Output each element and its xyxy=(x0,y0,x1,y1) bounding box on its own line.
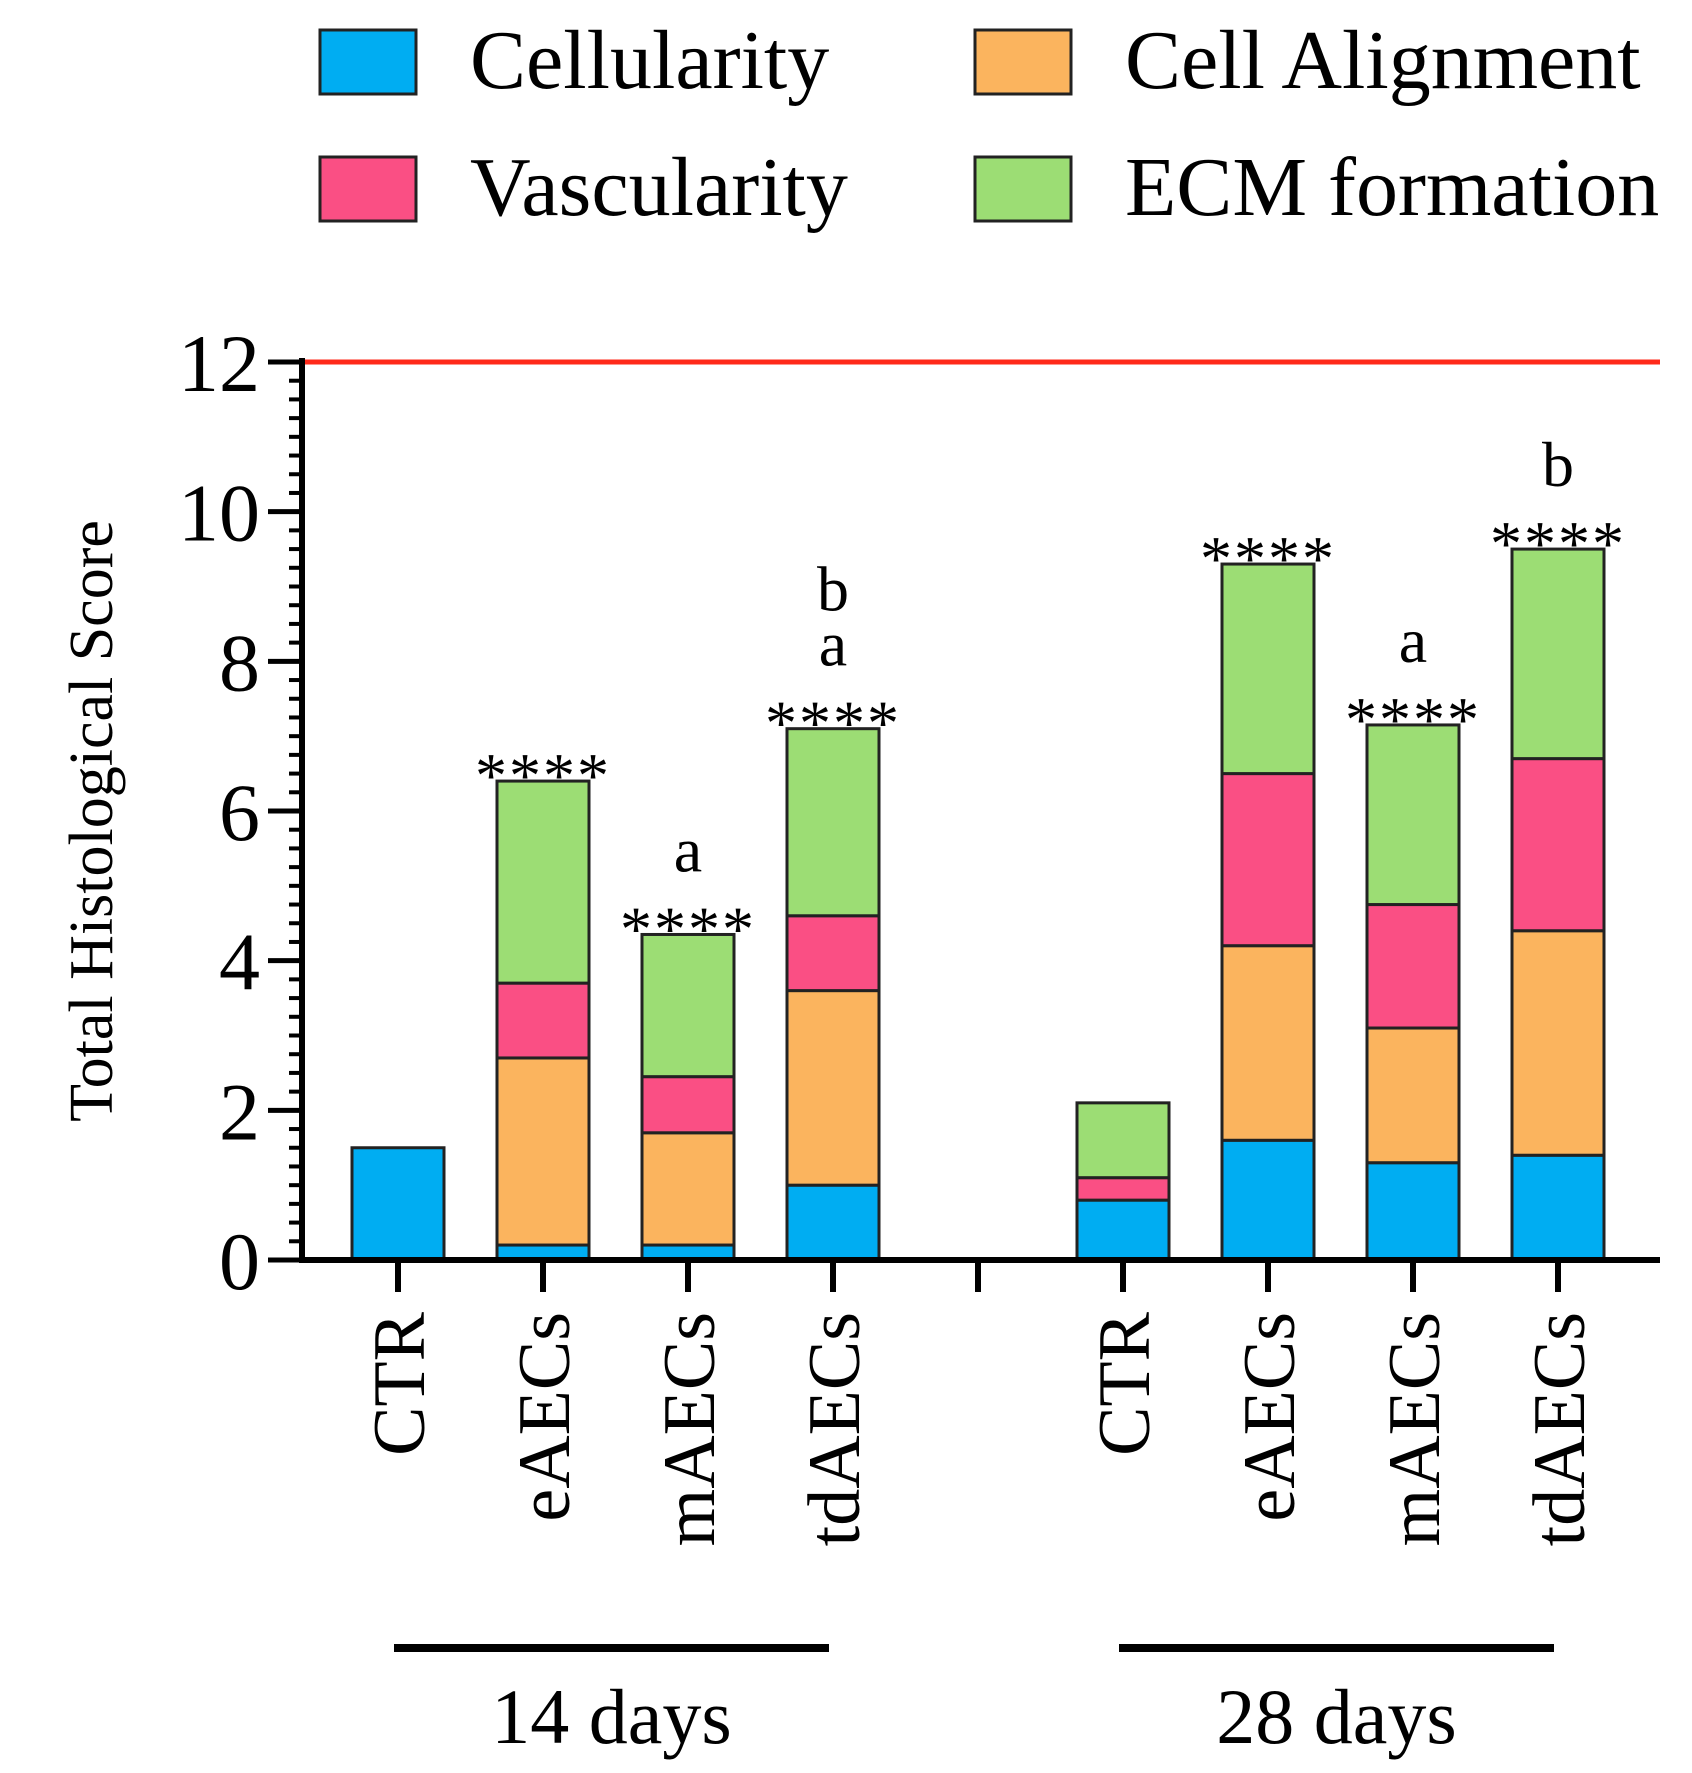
significance-letter: b xyxy=(817,554,849,625)
bar-segment-cellularity xyxy=(350,1146,446,1262)
significance-letter: a xyxy=(1399,605,1427,676)
bar-segment-vascularity xyxy=(640,1075,736,1135)
bar-segment-vascularity xyxy=(785,914,881,993)
bar-segment-cell-alignment xyxy=(1510,929,1606,1157)
legend-label-vascularity: Vascularity xyxy=(470,141,848,234)
bar-segment-ecm-formation xyxy=(1510,547,1606,761)
bar-segment-cellularity xyxy=(1220,1138,1316,1262)
y-tick-label: 4 xyxy=(219,917,260,1008)
category-label: eAECs xyxy=(1229,1312,1311,1522)
bar-segment-cellularity xyxy=(785,1183,881,1262)
bar-segment-ecm-formation xyxy=(1220,562,1316,776)
legend-label-cell-alignment: Cell Alignment xyxy=(1125,14,1641,107)
category-label: CTR xyxy=(1084,1311,1166,1456)
significance-stars: **** xyxy=(1200,523,1336,594)
y-tick-label: 2 xyxy=(219,1066,260,1157)
category-label: tdAECs xyxy=(794,1312,876,1546)
legend-swatch-cell-alignment xyxy=(973,28,1073,96)
group-label: 14 days xyxy=(491,1673,731,1760)
y-tick-label: 12 xyxy=(178,318,260,409)
category-label: CTR xyxy=(359,1311,441,1456)
category-label: eAECs xyxy=(504,1312,586,1522)
bar-segment-cell-alignment xyxy=(640,1131,736,1247)
bar-segment-cell-alignment xyxy=(495,1056,591,1247)
significance-letter: a xyxy=(674,814,702,885)
bar-segment-vascularity xyxy=(1510,757,1606,933)
legend-label-cellularity: Cellularity xyxy=(470,14,829,107)
bar-segment-vascularity xyxy=(1075,1176,1171,1202)
y-tick-label: 8 xyxy=(219,617,260,708)
bar-segment-cellularity xyxy=(1510,1153,1606,1262)
bar-segment-ecm-formation xyxy=(640,932,736,1079)
significance-stars: **** xyxy=(1490,508,1626,579)
legend-swatch-vascularity xyxy=(318,155,418,223)
legend-swatch-cellularity xyxy=(318,28,418,96)
category-label: mAECs xyxy=(649,1312,731,1546)
bar-segment-vascularity xyxy=(1220,772,1316,948)
category-label: mAECs xyxy=(1374,1312,1456,1546)
significance-letter: b xyxy=(1542,429,1574,500)
significance-letter: a xyxy=(819,609,847,680)
significance-stars: **** xyxy=(475,740,611,811)
bar-segment-cell-alignment xyxy=(1220,944,1316,1142)
bar-segment-vascularity xyxy=(1365,903,1461,1030)
bar-segment-ecm-formation xyxy=(1365,723,1461,907)
bar-segment-cellularity xyxy=(1365,1161,1461,1262)
y-tick-label: 6 xyxy=(219,767,260,858)
bar-segment-cell-alignment xyxy=(785,989,881,1187)
significance-stars: **** xyxy=(1345,684,1481,755)
significance-stars: **** xyxy=(765,688,901,759)
category-label: tdAECs xyxy=(1519,1312,1601,1546)
y-tick-label: 0 xyxy=(219,1216,260,1307)
bar-segment-cellularity xyxy=(1075,1198,1171,1262)
bar-segment-cell-alignment xyxy=(1365,1026,1461,1165)
bar-segment-ecm-formation xyxy=(1075,1101,1171,1180)
group-label: 28 days xyxy=(1216,1673,1456,1760)
y-tick-label: 10 xyxy=(178,468,260,559)
bar-segment-ecm-formation xyxy=(495,779,591,985)
legend-label-ecm-formation: ECM formation xyxy=(1125,141,1659,234)
legend-swatch-ecm-formation xyxy=(973,155,1073,223)
y-axis-title: Total Histological Score xyxy=(58,520,126,1122)
bar-segment-vascularity xyxy=(495,981,591,1060)
significance-stars: **** xyxy=(620,893,756,964)
bar-segment-ecm-formation xyxy=(785,727,881,918)
